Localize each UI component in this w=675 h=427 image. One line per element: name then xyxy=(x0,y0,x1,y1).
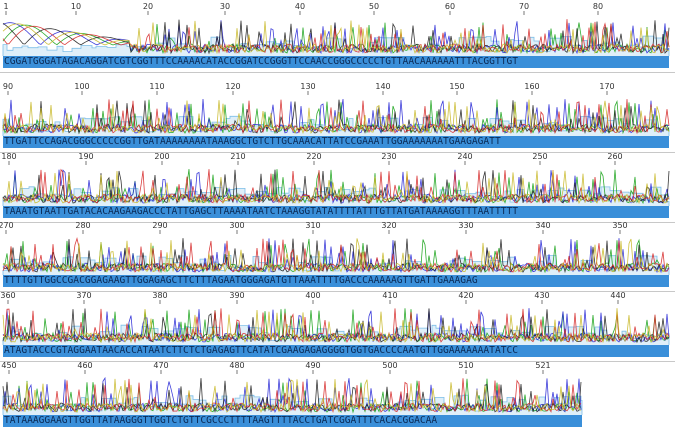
trace-plot-1: 1 10 20 30 40 50 60 70 80 xyxy=(2,2,670,56)
trace-row-6[interactable]: 450 460 470 480 490 500 510 521 TATAAAGGAAGTTGGT… xyxy=(0,359,675,427)
trace-row-1[interactable]: 1 10 20 30 40 50 60 70 80 CGGATGGGATAGACAGGATCGTC… xyxy=(0,0,675,73)
position-label: 280 xyxy=(75,221,90,230)
position-label: 360 xyxy=(0,291,15,300)
position-label: 340 xyxy=(535,221,550,230)
position-label: 300 xyxy=(229,221,244,230)
row-separator xyxy=(0,72,675,73)
trace-g xyxy=(2,99,670,135)
base-call-strip xyxy=(3,136,669,148)
position-label: 450 xyxy=(1,361,16,370)
position-label: 100 xyxy=(74,82,89,91)
position-label: 230 xyxy=(381,152,396,161)
position-label: 60 xyxy=(445,2,455,11)
position-label: 150 xyxy=(449,82,464,91)
position-label: 250 xyxy=(532,152,547,161)
position-label: 380 xyxy=(152,291,167,300)
position-label: 400 xyxy=(305,291,320,300)
position-label: 160 xyxy=(524,82,539,91)
position-label: 270 xyxy=(0,221,14,230)
position-label: 470 xyxy=(153,361,168,370)
row-separator xyxy=(0,361,675,362)
base-call-strip xyxy=(3,345,669,357)
position-label: 480 xyxy=(229,361,244,370)
row-separator xyxy=(0,152,675,153)
trace-row-3[interactable]: 180 190 200 210 220 230 240 250 260 TAAATGTAATTGA… xyxy=(0,150,675,223)
position-label: 180 xyxy=(1,152,16,161)
trace-plot-4: 270 280 290 300 310 320 330 340 350 xyxy=(0,221,670,275)
position-label: 521 xyxy=(535,361,550,370)
position-label: 10 xyxy=(71,2,81,11)
position-label: 40 xyxy=(295,2,305,11)
position-label: 510 xyxy=(458,361,473,370)
trace-t xyxy=(2,378,582,414)
position-label: 110 xyxy=(149,82,164,91)
base-call-sequence[interactable]: TTGATTCCAGACGGGCCCCCGGTTGATAAAAAAAATAAAG… xyxy=(4,136,501,147)
position-label: 140 xyxy=(375,82,390,91)
position-label: 290 xyxy=(152,221,167,230)
trace-n xyxy=(2,20,670,55)
trace-t xyxy=(2,99,670,135)
position-label: 90 xyxy=(3,82,13,91)
position-label: 80 xyxy=(593,2,603,11)
position-label: 420 xyxy=(458,291,473,300)
trace-row-4[interactable]: 270 280 290 300 310 320 330 340 350 TTTTGTTGGCCGA… xyxy=(0,219,675,292)
trace-plot-3: 180 190 200 210 220 230 240 250 260 xyxy=(1,152,670,206)
base-call-strip xyxy=(3,56,669,68)
position-label: 320 xyxy=(381,221,396,230)
position-label: 30 xyxy=(220,2,230,11)
position-label: 350 xyxy=(612,221,627,230)
position-label: 410 xyxy=(382,291,397,300)
position-label: 460 xyxy=(77,361,92,370)
position-label: 1 xyxy=(3,2,8,11)
position-label: 240 xyxy=(457,152,472,161)
position-label: 220 xyxy=(306,152,321,161)
position-label: 120 xyxy=(225,82,240,91)
trace-t xyxy=(2,168,670,205)
base-call-sequence[interactable]: TAAATGTAATTGATACACAAGAAGACCCTATTGAGCTTAA… xyxy=(4,206,519,217)
row-separator xyxy=(0,291,675,292)
position-label: 310 xyxy=(305,221,320,230)
trace-a xyxy=(2,99,670,135)
position-label: 430 xyxy=(534,291,549,300)
position-label: 490 xyxy=(305,361,320,370)
base-call-sequence[interactable]: TATAAAGGAAGTTGGTTATAAGGGTTGGTCTGTTCGCCCT… xyxy=(4,415,438,426)
base-call-sequence[interactable]: TTTTGTTGGCCGACGGAGAAGTTGGAGAGCTTCTTTAGAA… xyxy=(4,275,478,286)
trace-plot-2: 90 100 110 120 130 140 150 160 170 xyxy=(2,82,670,136)
row-separator xyxy=(0,222,675,223)
position-label: 70 xyxy=(519,2,529,11)
base-call-strip xyxy=(3,275,669,287)
base-call-sequence[interactable]: ATAGTACCCGTAGGAATAACACCATAATCTTCTCTGAGAG… xyxy=(4,345,519,356)
position-label: 50 xyxy=(369,2,379,11)
position-label: 370 xyxy=(76,291,91,300)
position-label: 260 xyxy=(607,152,622,161)
trace-n xyxy=(2,308,670,344)
trace-n xyxy=(2,99,670,135)
trace-n xyxy=(2,238,670,274)
position-label: 440 xyxy=(610,291,625,300)
base-call-sequence[interactable]: CGGATGGGATAGACAGGATCGTCGGTTTCCAAAACATACC… xyxy=(4,56,519,67)
position-label: 20 xyxy=(143,2,153,11)
trace-plot-5: 360 370 380 390 400 410 420 430 440 xyxy=(0,291,670,345)
position-label: 130 xyxy=(300,82,315,91)
trace-n xyxy=(2,378,582,414)
position-label: 500 xyxy=(382,361,397,370)
trace-row-2[interactable]: 90 100 110 120 130 140 150 160 170 TTGATTCCAGACGG… xyxy=(0,80,675,153)
trace-g xyxy=(2,308,670,344)
base-call-strip xyxy=(3,206,669,218)
trace-plot-6: 450 460 470 480 490 500 510 521 xyxy=(1,361,583,415)
position-label: 200 xyxy=(154,152,169,161)
position-label: 330 xyxy=(458,221,473,230)
position-label: 190 xyxy=(78,152,93,161)
trace-row-5[interactable]: 360 370 380 390 400 410 420 430 440 ATAGTACCCGTAG… xyxy=(0,289,675,362)
position-label: 170 xyxy=(599,82,614,91)
position-label: 390 xyxy=(229,291,244,300)
position-label: 210 xyxy=(230,152,245,161)
trace-n xyxy=(2,170,670,205)
